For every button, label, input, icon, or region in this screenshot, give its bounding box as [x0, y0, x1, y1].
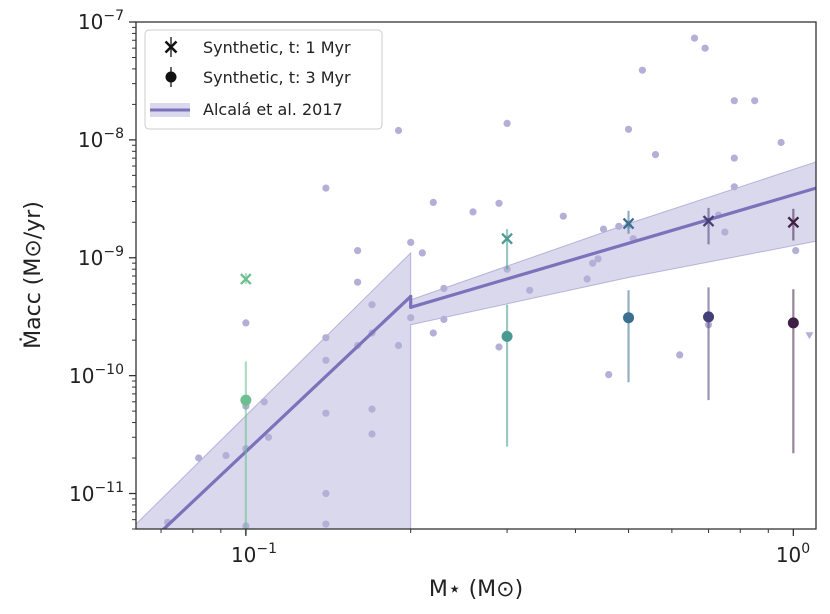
y-tick-label: 10−10	[69, 362, 124, 388]
legend-marker-line	[150, 103, 190, 117]
y-tick-label: 10−11	[69, 480, 124, 506]
observed-point	[469, 208, 477, 216]
legend-box	[144, 29, 383, 130]
observed-point	[526, 286, 534, 294]
y-axis-label: Ṁacc (M⊙/yr)	[20, 201, 46, 349]
observed-point	[195, 454, 203, 462]
observed-point	[583, 275, 591, 283]
synthetic-3myr-point	[703, 311, 715, 323]
legend-label-3myr: Synthetic, t: 3 Myr	[203, 68, 351, 87]
observed-point	[407, 238, 415, 246]
observed-point	[721, 228, 729, 236]
synthetic-3myr-point	[787, 317, 799, 329]
synthetic-1myr-point	[501, 232, 513, 245]
observed-point	[615, 222, 623, 230]
observed-point	[676, 351, 684, 359]
legend-marker-x	[164, 37, 178, 57]
synthetic-3myr-point	[240, 394, 252, 406]
fit-line-layer	[161, 186, 816, 529]
legend-label-alcala: Alcalá et al. 2017	[203, 100, 343, 119]
synthetic-points-layer	[240, 207, 800, 535]
observed-point	[599, 225, 608, 233]
x-tick-labels: 10−1 100	[231, 541, 810, 567]
axis-ticks	[129, 21, 794, 536]
x-axis-label: M⋆ (M⊙)	[429, 577, 523, 602]
fit-line-segment	[161, 294, 413, 529]
observed-point	[368, 405, 376, 413]
observed-point	[322, 334, 330, 342]
observed-point	[751, 97, 759, 105]
y-tick-label: 10−7	[78, 8, 124, 34]
fit-band	[136, 161, 816, 529]
observed-point	[354, 247, 362, 255]
legend-marker-circle	[165, 67, 177, 87]
observed-point	[429, 329, 437, 337]
upper-limit-point	[805, 332, 814, 340]
observed-point	[495, 199, 503, 207]
synthetic-3myr-point	[501, 330, 513, 342]
observed-point	[264, 433, 273, 441]
observed-point	[222, 451, 230, 460]
observed-point	[440, 315, 448, 323]
observed-point	[418, 249, 426, 257]
x-tick-label: 10−1	[231, 541, 277, 567]
synthetic-3myr-point	[623, 312, 635, 324]
observed-point	[559, 212, 567, 220]
legend: Synthetic, t: 1 Myr Synthetic, t: 3 Myr …	[144, 29, 383, 130]
observed-point	[730, 97, 738, 105]
synthetic-1myr-point	[240, 273, 252, 285]
observed-point	[183, 534, 190, 541]
fit-line-segment	[409, 186, 816, 309]
observed-point	[322, 489, 330, 498]
x-tick-label: 100	[776, 541, 810, 567]
observed-point	[690, 34, 699, 42]
observed-point	[605, 371, 613, 379]
observed-point	[589, 259, 597, 267]
observed-point	[322, 184, 330, 192]
observed-point	[777, 138, 785, 147]
synthetic-1myr-point	[702, 215, 715, 227]
observed-point	[624, 125, 633, 133]
observed-point	[242, 319, 250, 327]
observed-point	[730, 154, 738, 162]
observed-point	[503, 119, 511, 127]
observed-point	[651, 151, 660, 159]
observed-point	[368, 301, 376, 309]
y-tick-label: 10−8	[78, 126, 124, 152]
legend-label-1myr: Synthetic, t: 1 Myr	[203, 38, 351, 57]
observed-point	[701, 44, 709, 52]
synthetic-1myr-point	[787, 216, 800, 229]
observed-point	[429, 198, 437, 206]
observed-point	[495, 343, 503, 351]
observed-point	[322, 520, 330, 528]
y-tick-label: 10−9	[78, 244, 124, 270]
observed-point	[354, 278, 362, 286]
fit-band-layer	[136, 161, 816, 529]
observed-point	[440, 284, 448, 292]
observed-point	[322, 409, 330, 417]
observed-point	[394, 126, 403, 135]
synthetic-1myr-point	[622, 217, 635, 230]
observed-point	[322, 356, 330, 364]
observed-point	[730, 183, 738, 191]
y-tick-labels: 10−11 10−10 10−9 10−8 10−7	[69, 8, 124, 506]
observed-point	[407, 314, 415, 322]
observed-point	[394, 341, 403, 350]
observed-point	[638, 66, 647, 74]
plot-frame	[135, 21, 817, 530]
observed-point	[368, 430, 376, 438]
observed-point	[594, 255, 602, 263]
observed-point	[792, 247, 800, 255]
observed-point	[260, 398, 268, 406]
